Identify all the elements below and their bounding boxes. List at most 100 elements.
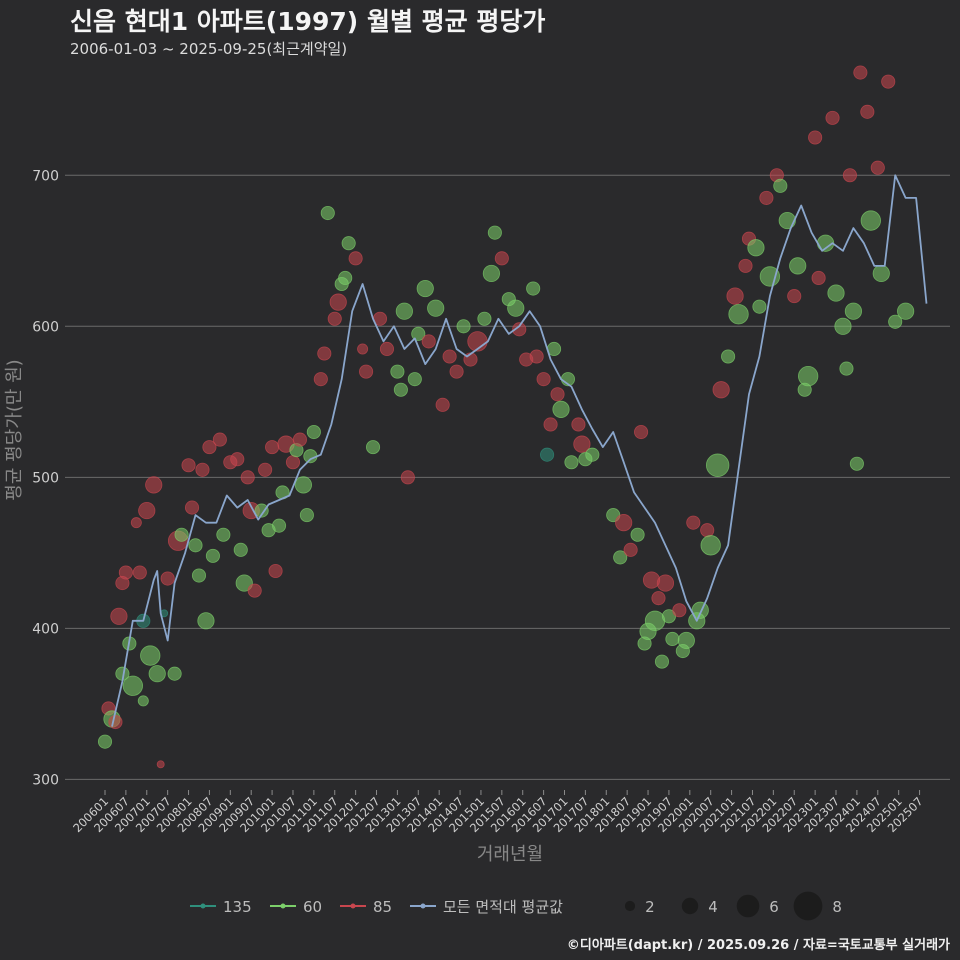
legend-dot-s85 [350,903,356,909]
point-s85 [110,607,128,625]
point-s60 [661,609,676,624]
point-s60 [482,264,500,283]
point-s60 [393,382,408,397]
point-s85 [195,462,210,477]
point-s85 [118,565,133,580]
point-s85 [656,574,675,592]
point-s85 [317,346,332,361]
point-s60 [827,284,845,302]
point-s60 [416,279,434,298]
point-s60 [191,568,207,583]
x-axis-ticks: 2006012006072007012007072008012008072009… [70,790,926,835]
point-s60 [306,424,321,440]
point-s85 [634,424,649,440]
point-s60 [630,527,645,542]
point-s60 [299,508,314,523]
point-s85 [156,760,165,769]
point-s60 [888,314,903,329]
point-s85 [712,381,730,399]
point-s60 [778,211,796,230]
point-s60 [487,225,502,240]
point-s60 [552,400,570,418]
point-s60 [665,631,680,647]
point-s60 [197,612,215,630]
source-caption: ©디아파트(dapt.kr) / 2025.09.26 / 자료=국토교통부 실… [566,938,950,953]
point-s60 [411,326,426,341]
point-s85 [787,289,802,304]
legend-label-avg: 모든 면적대 평균값 [443,898,563,916]
point-s85 [400,470,415,485]
point-s60 [798,365,819,387]
point-s85 [808,130,823,145]
point-s60 [844,302,863,320]
point-s60 [167,666,182,681]
point-s85 [853,65,868,80]
point-s85 [738,258,753,273]
y-tick-label: 600 [32,319,59,335]
point-s85 [842,168,857,183]
legend-label-s135: 135 [223,898,252,916]
point-s85 [449,364,464,379]
legend-size-circle [736,894,760,918]
data-points [97,65,915,769]
point-s60 [395,302,413,320]
point-s85 [357,343,369,355]
legend: 135 60 85 모든 면적대 평균값 2 4 6 8 [190,891,842,921]
point-s85 [860,104,875,119]
point-s60 [700,535,721,556]
point-s60 [872,264,890,283]
point-s85 [536,372,551,387]
point-s60 [122,675,143,696]
point-s60 [721,349,736,364]
point-s85 [573,435,591,453]
point-s85 [138,501,156,520]
point-s85 [421,334,436,349]
point-s85 [327,311,342,326]
point-s60 [613,550,628,565]
point-s85 [642,571,661,589]
point-s60 [747,239,765,257]
point-s85 [435,397,450,412]
legend-size-circle [793,891,823,921]
point-s85 [651,591,666,606]
point-s60 [97,734,113,749]
point-s60 [834,317,852,335]
point-s60 [897,302,915,320]
point-s60 [341,236,356,251]
point-s60 [585,447,600,462]
point-s60 [705,453,730,477]
legend-size-label: 6 [769,898,779,916]
point-s60 [677,631,695,650]
legend-dot-avg [420,903,426,909]
point-s60 [839,361,854,376]
point-s60 [849,456,864,471]
point-s85 [130,517,142,529]
point-s85 [379,341,395,357]
y-tick-label: 700 [32,168,59,184]
point-s85 [870,160,885,175]
point-s85 [700,523,715,538]
point-s60 [272,518,287,533]
point-s85 [313,372,328,387]
point-s85 [442,349,457,364]
point-s60 [390,364,405,379]
point-s85 [543,417,558,432]
point-s85 [494,251,509,266]
point-s60 [789,257,807,275]
point-s85 [529,349,544,364]
point-s60 [773,178,788,193]
point-s85 [145,476,163,494]
y-axis-label: 평균 평당가(만 원) [4,359,25,500]
average-line [111,174,928,727]
point-s85 [160,571,175,586]
point-s60 [728,304,749,325]
point-s60 [148,665,166,683]
chart-subtitle: 2006-01-03 ~ 2025-09-25(최근계약일) [70,40,348,58]
point-s85 [550,387,565,402]
y-tick-label: 300 [32,772,59,788]
point-s60 [216,527,231,542]
point-s85 [825,110,840,125]
point-s60 [526,281,541,296]
point-s85 [184,500,200,515]
point-s60 [456,319,471,334]
